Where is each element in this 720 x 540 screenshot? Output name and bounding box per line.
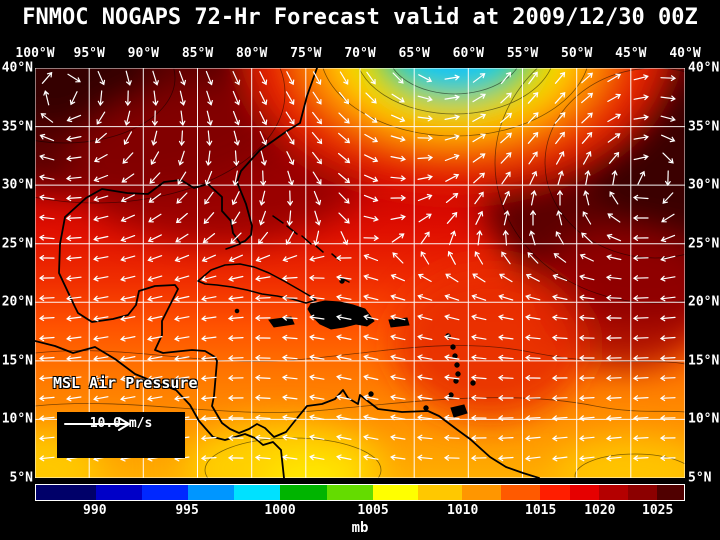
- lon-label: 65°W: [398, 46, 430, 61]
- pressure-field-canvas: [35, 68, 685, 478]
- lat-label-left: 35°N: [1, 119, 33, 135]
- colorbar-segment: [372, 485, 418, 500]
- colorbar-tick-labels: 990 995 1000 1005 1010 1015 1020 1025: [0, 503, 720, 519]
- lon-label: 75°W: [290, 46, 322, 61]
- colorbar-unit-label: mb: [351, 520, 369, 536]
- lon-label: 70°W: [344, 46, 376, 61]
- colorbar-tick-label: 1010: [447, 503, 479, 518]
- lon-label: 45°W: [615, 46, 647, 61]
- colorbar-segment: [540, 485, 570, 500]
- wind-scale-box: 10.0 m/s: [57, 412, 185, 458]
- lon-label: 55°W: [506, 46, 539, 61]
- lat-label-right: 5°N: [688, 470, 712, 486]
- colorbar-segment: [233, 485, 281, 500]
- lon-label: 85°W: [181, 46, 214, 61]
- colorbar-segment: [656, 485, 685, 500]
- colorbar-segment: [36, 485, 96, 500]
- coastlines: [35, 68, 540, 478]
- colorbar-tick-label: 1015: [525, 503, 557, 518]
- lat-label-right: 25°N: [688, 236, 720, 252]
- colorbar-tick-label: 990: [83, 503, 107, 518]
- colorbar-segment: [280, 485, 327, 500]
- map-plot-area: MSL Air Pressure 10.0 m/s: [35, 68, 685, 478]
- lat-label-left: 25°N: [1, 236, 33, 252]
- lon-label: 100°W: [15, 46, 55, 61]
- lat-label-left: 40°N: [1, 60, 33, 76]
- lat-label-left: 15°N: [1, 353, 33, 369]
- longitude-axis-top: 100°W 95°W 90°W 85°W 80°W 75°W 70°W 65°W 60°W 55°…: [0, 46, 720, 62]
- lon-label: 90°W: [127, 46, 159, 61]
- lat-label-right: 15°N: [688, 353, 720, 369]
- lat-label-left: 5°N: [9, 470, 33, 486]
- lon-label: 80°W: [236, 46, 268, 61]
- lat-label-right: 20°N: [688, 294, 720, 310]
- lon-label: 95°W: [73, 46, 105, 61]
- lat-label-right: 35°N: [688, 119, 720, 135]
- colorbar-tick-label: 1005: [357, 503, 389, 518]
- colorbar-segment: [187, 485, 234, 500]
- lon-label: 60°W: [452, 46, 484, 61]
- page-title: FNMOC NOGAPS 72-Hr Forecast valid at 200…: [22, 5, 698, 30]
- colorbar-segment: [417, 485, 463, 500]
- grid-lines: [35, 68, 685, 478]
- colorbar-tick-label: 995: [175, 503, 199, 518]
- colorbar-segment: [326, 485, 373, 500]
- colorbar-segment: [501, 485, 541, 500]
- lat-label-right: 10°N: [688, 411, 720, 427]
- lon-label: 50°W: [561, 46, 593, 61]
- colorbar-segment: [95, 485, 142, 500]
- lat-label-right: 40°N: [688, 60, 720, 76]
- latitude-axis-right: 40°N 35°N 30°N 25°N 20°N 15°N 10°N 5°N: [688, 0, 720, 540]
- colorbar-tick-label: 1000: [264, 503, 296, 518]
- lat-label-left: 30°N: [1, 177, 33, 193]
- colorbar-segment: [141, 485, 188, 500]
- colorbar-segment: [462, 485, 502, 500]
- wind-scale-arrow-icon: [64, 417, 131, 431]
- lat-label-left: 10°N: [1, 411, 33, 427]
- lon-label: 40°W: [669, 46, 701, 61]
- lat-label-right: 30°N: [688, 177, 720, 193]
- latitude-axis-left: 40°N 35°N 30°N 25°N 20°N 15°N 10°N 5°N: [1, 0, 33, 540]
- colorbar-tick-label: 1025: [642, 503, 674, 518]
- colorbar-segment: [569, 485, 600, 500]
- field-label: MSL Air Pressure: [53, 374, 198, 392]
- lat-label-left: 20°N: [1, 294, 33, 310]
- colorbar-segment: [627, 485, 657, 500]
- colorbar-tick-label: 1020: [584, 503, 616, 518]
- colorbar: [35, 484, 685, 501]
- wind-vectors: [38, 70, 677, 462]
- colorbar-segment: [599, 485, 628, 500]
